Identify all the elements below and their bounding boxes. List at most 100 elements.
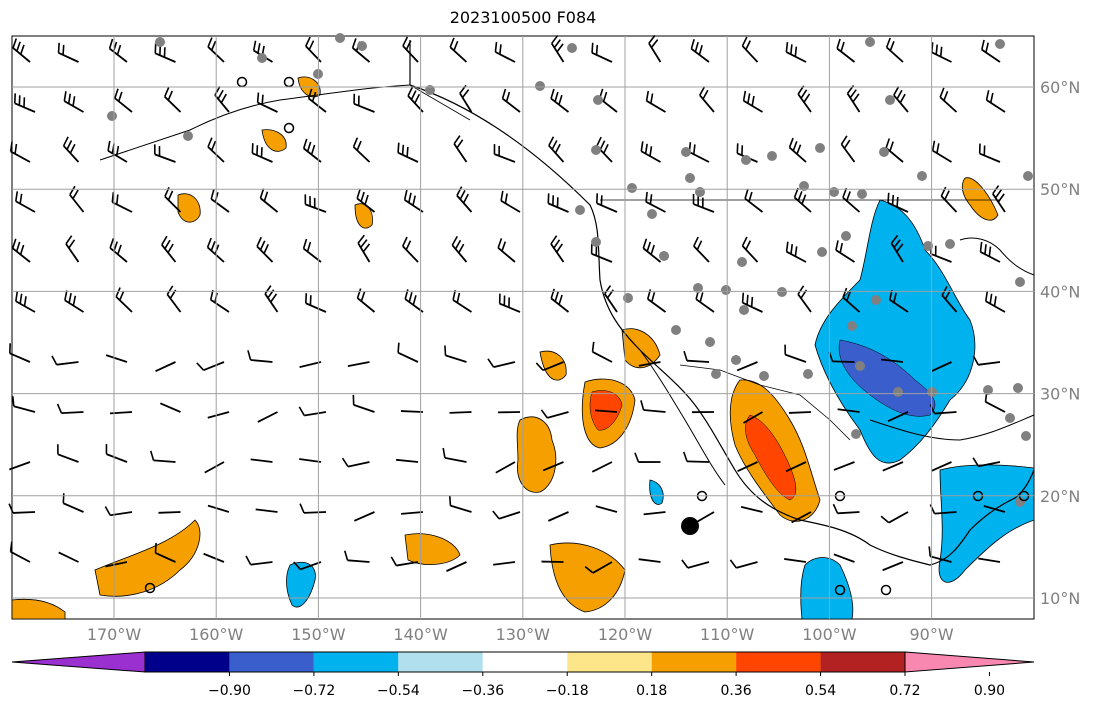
wind-barb: [259, 188, 279, 213]
station-dot: [871, 295, 881, 305]
station-markers: [107, 33, 1033, 596]
wind-barb: [13, 93, 36, 113]
station-dot: [737, 257, 747, 267]
wind-barb: [255, 508, 278, 513]
station-dot: [741, 155, 751, 165]
colorbar-segment: [229, 652, 314, 672]
wind-barb: [591, 42, 613, 63]
wind-barb: [497, 238, 516, 263]
station-dot: [879, 147, 889, 157]
lat-label: 60°N: [1040, 78, 1080, 97]
wind-barb: [69, 185, 85, 213]
wind-barb: [114, 88, 133, 113]
station-dot: [1015, 497, 1025, 507]
lon-label: 170°W: [87, 625, 142, 644]
wind-barb: [939, 87, 958, 113]
wind-barb: [880, 511, 909, 524]
wind-barb: [153, 144, 176, 163]
station-dot: [357, 41, 367, 51]
station-dot: [829, 187, 839, 197]
station-dot: [815, 143, 825, 153]
station-dot: [885, 95, 895, 105]
wind-barb: [155, 361, 176, 373]
wind-barb: [788, 411, 812, 414]
wind-barb: [882, 561, 904, 572]
wind-barb: [58, 551, 79, 563]
positive-region-edge: [11, 598, 66, 620]
colorbar-tick-label: 0.18: [636, 683, 667, 699]
wind-barb: [15, 191, 36, 213]
wind-barb: [985, 90, 1006, 113]
wind-barb: [595, 505, 618, 513]
wind-barb: [887, 411, 909, 423]
wind-barb: [550, 34, 565, 63]
wind-barb: [972, 355, 1001, 366]
wind-barb: [940, 186, 958, 213]
wind-barb: [257, 411, 278, 423]
wind-barb: [396, 458, 419, 463]
wind-barb: [299, 458, 322, 463]
wind-barb: [158, 511, 181, 514]
wind-barb: [154, 542, 176, 563]
station-dot: [865, 37, 875, 47]
wind-barb: [105, 444, 128, 463]
wind-barb: [885, 138, 904, 163]
wind-barb: [444, 345, 467, 363]
negative-region-small: [286, 561, 316, 608]
station-dot: [575, 205, 585, 215]
wind-barb: [9, 541, 31, 563]
station-ring: [144, 582, 156, 594]
wind-barb: [893, 86, 909, 113]
longitude-labels: 170°W 160°W 150°W 140°W 130°W 120°W 110°W 100°W…: [87, 625, 954, 644]
station-dot: [731, 355, 741, 365]
wind-barb: [979, 241, 1001, 263]
station-dot: [923, 241, 933, 251]
wind-barb: [356, 288, 376, 313]
station-dot: [799, 181, 809, 191]
positive-region-pacific-3: [549, 542, 626, 613]
wind-barb: [692, 194, 715, 213]
wind-barb: [196, 361, 225, 372]
wind-barb: [105, 561, 128, 568]
wind-barb: [931, 461, 952, 472]
wind-barb: [840, 135, 856, 163]
wind-barb: [791, 511, 812, 524]
wind-barb: [57, 444, 79, 463]
latitude-labels: 60°N 50°N 40°N 30°N 20°N 10°N: [1040, 78, 1080, 608]
colorbar-segment: [736, 652, 821, 672]
station-dot: [917, 171, 927, 181]
wind-barb: [298, 406, 327, 417]
wind-barb: [247, 350, 273, 363]
wind-barb: [299, 361, 322, 368]
wind-barb: [8, 503, 36, 514]
station-dot: [705, 337, 715, 347]
wind-barb: [111, 192, 133, 213]
wind-barb: [740, 505, 763, 513]
positive-region-california: [621, 328, 661, 369]
wind-barb: [645, 90, 666, 113]
coastline-alaska: [99, 84, 411, 161]
wind-barb: [584, 561, 613, 574]
positive-region-pacific-2: [404, 533, 461, 565]
wind-barb: [837, 408, 860, 413]
positive-region-north-3: [261, 129, 287, 152]
wind-barb: [402, 36, 419, 63]
station-dot-large: [681, 517, 699, 535]
lat-label: 40°N: [1040, 282, 1080, 301]
lon-label: 90°W: [910, 625, 954, 644]
colorbar-segment: [313, 652, 399, 672]
lon-label: 150°W: [291, 625, 346, 644]
wind-barb: [550, 235, 565, 263]
wind-barb: [929, 404, 957, 415]
wind-barb: [742, 90, 763, 113]
station-ring: [834, 584, 846, 596]
station-dot: [659, 251, 669, 261]
wind-barb: [449, 37, 468, 63]
coastline-north-america: [409, 40, 1035, 566]
colorbar-tick-label: −0.36: [461, 683, 504, 699]
wind-barb: [307, 88, 327, 113]
wind-barb: [492, 510, 521, 520]
wind-barb: [741, 292, 763, 313]
wind-barb: [353, 511, 375, 522]
wind-barb: [352, 394, 375, 413]
